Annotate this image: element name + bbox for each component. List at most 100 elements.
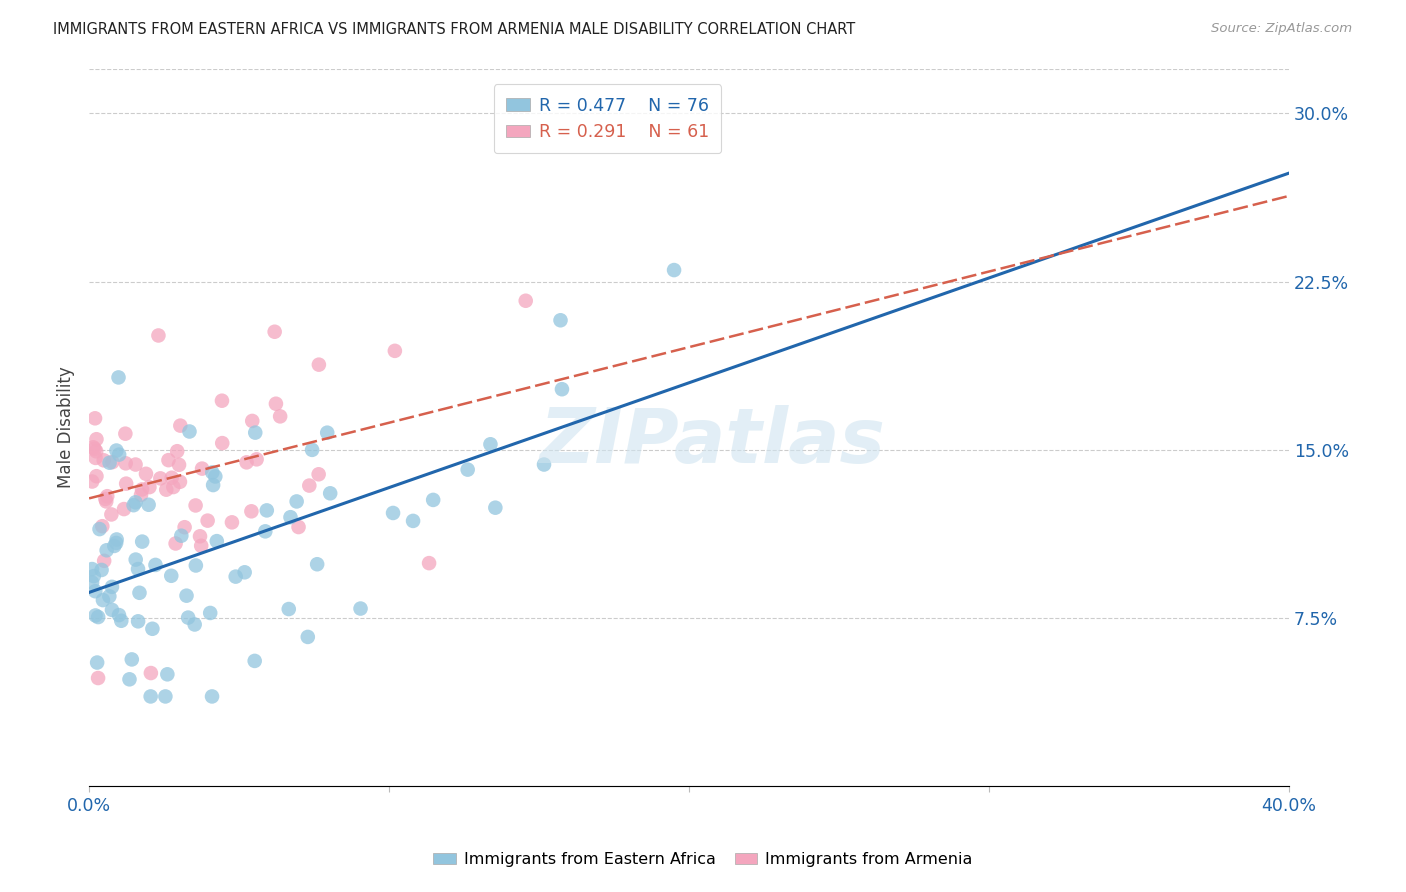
Point: [87, 671, 110, 685]
Point: [308, 358, 330, 372]
Point: [96, 543, 118, 558]
Point: [101, 580, 124, 594]
Point: [402, 514, 425, 528]
Point: [176, 589, 198, 603]
Point: [141, 622, 163, 636]
Point: [245, 425, 267, 440]
Point: [301, 442, 323, 457]
Point: [243, 654, 266, 668]
Point: [124, 495, 146, 509]
Point: [108, 448, 131, 462]
Point: [205, 534, 228, 549]
Point: [114, 426, 136, 441]
Point: [91, 519, 114, 533]
Point: [316, 425, 339, 440]
Point: [211, 393, 233, 408]
Point: [162, 480, 184, 494]
Point: [457, 462, 479, 476]
Point: [86, 432, 108, 446]
Point: [256, 503, 278, 517]
Text: ZIPatlas: ZIPatlas: [540, 405, 886, 479]
Point: [103, 539, 125, 553]
Point: [177, 610, 200, 624]
Point: [115, 476, 138, 491]
Point: [184, 499, 207, 513]
Point: [124, 458, 146, 472]
Point: [91, 593, 114, 607]
Point: [114, 456, 136, 470]
Point: [84, 450, 107, 465]
Point: [384, 343, 406, 358]
Point: [169, 418, 191, 433]
Point: [155, 483, 177, 497]
Point: [287, 520, 309, 534]
Point: [382, 506, 405, 520]
Point: [201, 690, 224, 704]
Point: [170, 529, 193, 543]
Point: [82, 475, 104, 489]
Point: [98, 456, 121, 470]
Point: [298, 478, 321, 492]
Y-axis label: Male Disability: Male Disability: [58, 367, 75, 488]
Point: [254, 524, 277, 539]
Point: [422, 492, 444, 507]
Text: IMMIGRANTS FROM EASTERN AFRICA VS IMMIGRANTS FROM ARMENIA MALE DISABILITY CORREL: IMMIGRANTS FROM EASTERN AFRICA VS IMMIGR…: [53, 22, 856, 37]
Point: [121, 652, 143, 666]
Point: [110, 614, 132, 628]
Point: [105, 536, 128, 550]
Point: [129, 488, 152, 502]
Point: [184, 558, 207, 573]
Point: [183, 617, 205, 632]
Point: [100, 508, 122, 522]
Point: [285, 494, 308, 508]
Point: [89, 522, 111, 536]
Point: [165, 536, 187, 550]
Point: [93, 453, 115, 467]
Point: [201, 466, 224, 480]
Point: [83, 442, 105, 456]
Point: [80, 562, 103, 576]
Point: [148, 328, 170, 343]
Point: [297, 630, 319, 644]
Point: [662, 263, 685, 277]
Point: [122, 498, 145, 512]
Point: [200, 606, 222, 620]
Point: [533, 458, 555, 472]
Point: [82, 440, 104, 454]
Point: [173, 520, 195, 534]
Point: [319, 486, 342, 500]
Legend: R = 0.477    N = 76, R = 0.291    N = 61: R = 0.477 N = 76, R = 0.291 N = 61: [494, 85, 721, 153]
Point: [233, 566, 256, 580]
Point: [308, 467, 330, 482]
Point: [105, 533, 128, 547]
Point: [307, 558, 329, 572]
Point: [139, 690, 162, 704]
Point: [167, 458, 190, 472]
Point: [84, 411, 107, 425]
Point: [101, 603, 124, 617]
Point: [349, 601, 371, 615]
Point: [131, 483, 153, 497]
Point: [263, 325, 285, 339]
Point: [149, 471, 172, 485]
Point: [202, 478, 225, 492]
Point: [127, 615, 149, 629]
Legend: Immigrants from Eastern Africa, Immigrants from Armenia: Immigrants from Eastern Africa, Immigran…: [427, 846, 979, 873]
Point: [221, 516, 243, 530]
Point: [169, 475, 191, 489]
Point: [131, 534, 153, 549]
Point: [145, 558, 167, 572]
Point: [84, 584, 107, 599]
Point: [98, 590, 121, 604]
Point: [127, 562, 149, 576]
Point: [479, 437, 502, 451]
Point: [418, 556, 440, 570]
Point: [112, 502, 135, 516]
Point: [84, 444, 107, 458]
Point: [83, 569, 105, 583]
Point: [225, 569, 247, 583]
Point: [80, 575, 103, 590]
Point: [86, 656, 108, 670]
Point: [484, 500, 506, 515]
Point: [139, 666, 162, 681]
